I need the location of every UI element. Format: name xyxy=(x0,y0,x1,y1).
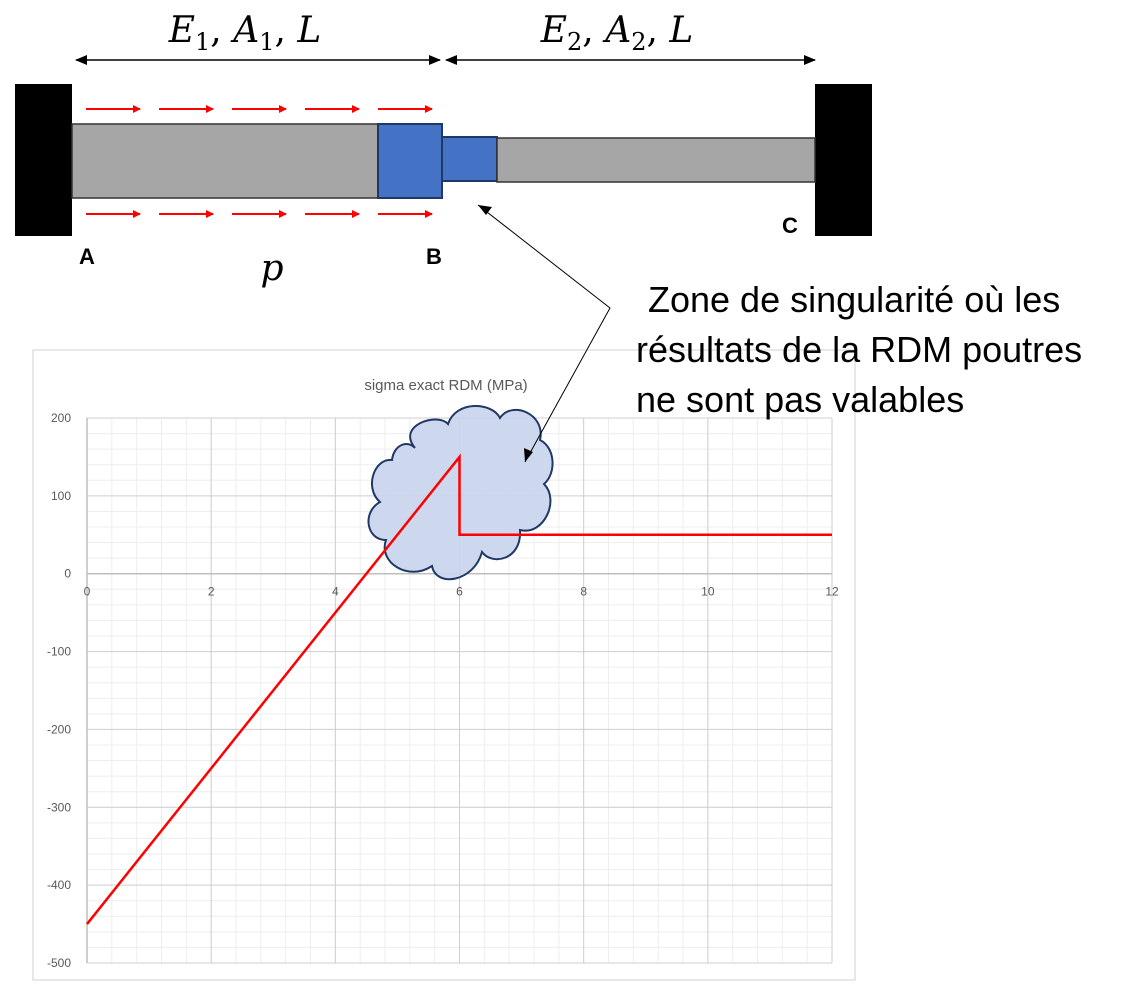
note-line-3: ne sont pas valables xyxy=(636,379,964,420)
node-b-small-block xyxy=(441,136,498,182)
note-line-1: Zone de singularité où les xyxy=(648,279,1060,320)
segment-1-props-label: E1, A1, L xyxy=(168,10,322,56)
x-tick-label: 12 xyxy=(825,585,839,599)
x-tick-label: 6 xyxy=(456,585,463,599)
x-tick-label: 10 xyxy=(701,585,715,599)
dimension-segment-1: E1, A1, L xyxy=(75,10,441,65)
y-tick-labels: 200 100 0 -100 -200 -300 -400 -500 xyxy=(47,411,71,970)
pointer-arrowhead-top xyxy=(478,205,492,215)
x-tick-label: 4 xyxy=(332,585,339,599)
y-tick-label: -100 xyxy=(47,645,71,659)
series-layer xyxy=(86,453,833,925)
node-b-block xyxy=(377,123,443,199)
sigma-series-line xyxy=(86,453,832,925)
pointer-arrowhead-bottom xyxy=(524,448,533,462)
x-tick-label: 0 xyxy=(84,585,91,599)
bar-segment-2 xyxy=(496,137,816,183)
y-tick-label: -400 xyxy=(47,878,71,892)
x-tick-label: 8 xyxy=(580,585,587,599)
point-c-label: C xyxy=(782,213,798,238)
x-tick-label: 2 xyxy=(208,585,215,599)
bar-segment-1 xyxy=(71,123,379,199)
y-tick-label: -500 xyxy=(47,956,71,970)
y-tick-label: 100 xyxy=(51,489,71,503)
y-tick-label: -200 xyxy=(47,722,71,736)
dimension-segment-2: E2, A2, L xyxy=(445,10,816,65)
y-tick-label: 0 xyxy=(64,567,71,581)
right-wall xyxy=(815,84,872,236)
singularity-note: Zone de singularité où les résultats de … xyxy=(477,204,1082,463)
pointer-line xyxy=(477,204,611,463)
left-wall xyxy=(15,84,72,236)
y-tick-label: 200 xyxy=(51,411,71,425)
segment-2-props-label: E2, A2, L xyxy=(540,10,694,56)
point-b-label: B xyxy=(426,244,442,269)
chart-title: sigma exact RDM (MPa) xyxy=(364,377,527,394)
point-a-label: A xyxy=(79,244,95,269)
note-line-2: résultats de la RDM poutres xyxy=(636,329,1082,370)
y-tick-label: -300 xyxy=(47,800,71,814)
x-tick-labels: 0 2 4 6 8 10 12 xyxy=(84,585,839,599)
load-p-label: p xyxy=(260,248,283,289)
beam-system: A B C p xyxy=(15,84,872,289)
